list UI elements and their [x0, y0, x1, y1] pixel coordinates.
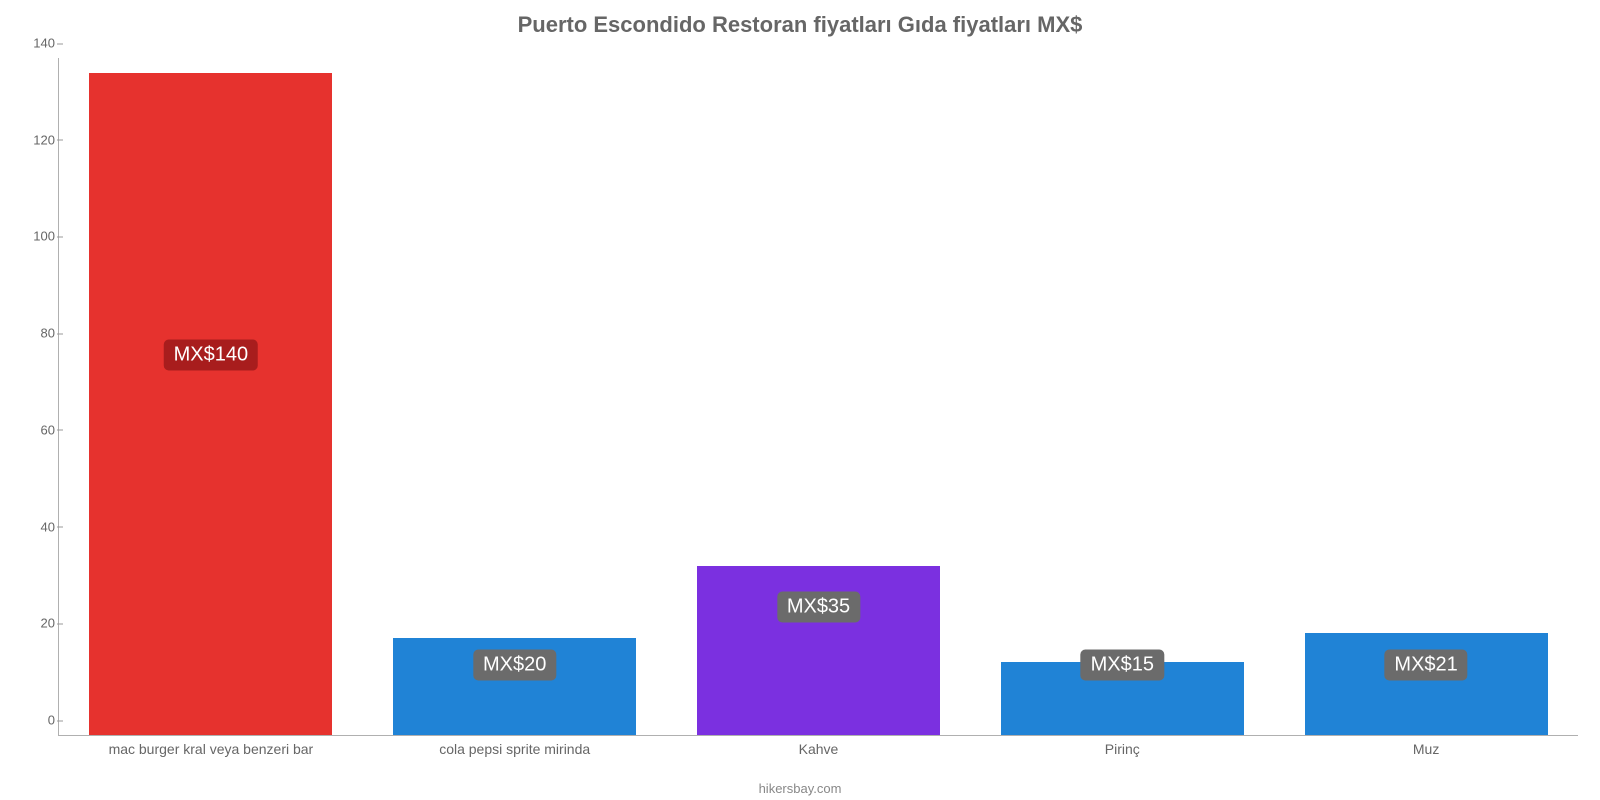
ytick: 80	[15, 326, 55, 341]
xlabel: Kahve	[799, 741, 839, 757]
value-label: MX$140	[164, 340, 259, 371]
ytick: 120	[15, 132, 55, 147]
ytick: 20	[15, 616, 55, 631]
xlabel: Muz	[1413, 741, 1439, 757]
xlabel: mac burger kral veya benzeri bar	[109, 741, 314, 757]
plot-area: 020406080100120140MX$140mac burger kral …	[58, 58, 1578, 736]
price-bar-chart: Puerto Escondido Restoran fiyatları Gıda…	[0, 0, 1600, 800]
value-label: MX$35	[777, 591, 860, 622]
ytick: 100	[15, 229, 55, 244]
chart-title: Puerto Escondido Restoran fiyatları Gıda…	[0, 12, 1600, 38]
attribution-text: hikersbay.com	[0, 781, 1600, 796]
ytick: 60	[15, 422, 55, 437]
value-label: MX$20	[473, 649, 556, 680]
value-label: MX$21	[1384, 649, 1467, 680]
ytick: 40	[15, 519, 55, 534]
ytick: 0	[15, 713, 55, 728]
value-label: MX$15	[1081, 649, 1164, 680]
xlabel: Pirinç	[1105, 741, 1140, 757]
xlabel: cola pepsi sprite mirinda	[439, 741, 590, 757]
bar	[89, 73, 332, 735]
ytick: 140	[15, 36, 55, 51]
